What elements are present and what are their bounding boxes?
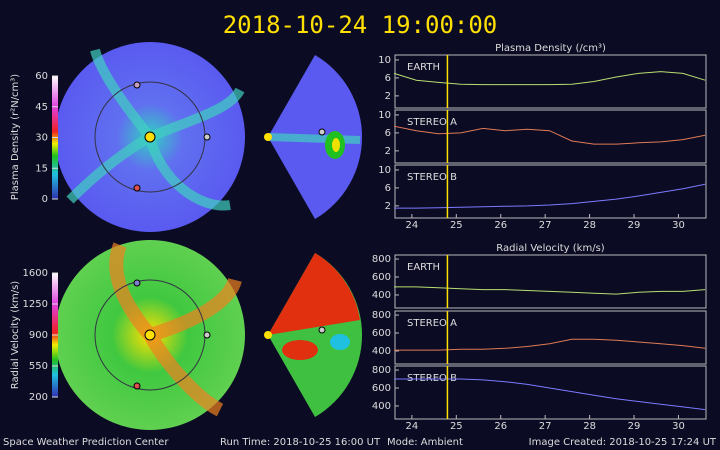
panel-frame xyxy=(394,109,707,164)
data-line xyxy=(394,338,706,351)
colorbar-tick-label: 200 xyxy=(29,392,48,403)
colorbar-tick-label: 0 xyxy=(42,194,48,205)
x-tick-label: 27 xyxy=(539,220,552,231)
x-tick-label: 25 xyxy=(450,421,463,432)
density-disk xyxy=(55,42,363,232)
y-tick-label: 600 xyxy=(372,272,391,283)
colorbar-label: Radial Velocity (km/s) xyxy=(10,281,21,389)
data-line xyxy=(393,71,706,86)
data-line xyxy=(394,378,706,411)
title: 2018-10-24 19:00:00 xyxy=(223,11,498,39)
y-tick-label: 10 xyxy=(378,55,391,66)
y-tick-label: 10 xyxy=(378,110,391,121)
colorbar-tick-label: 15 xyxy=(35,163,48,174)
colorbar-tick-label: 45 xyxy=(35,102,48,113)
y-tick-label: 800 xyxy=(372,310,391,321)
colorbar-tick-label: 1600 xyxy=(23,268,48,279)
y-tick-label: 2 xyxy=(385,146,391,157)
panel-title: Plasma Density (/cm³) xyxy=(495,43,606,54)
colorbar-tick-label: 60 xyxy=(35,71,48,82)
panel-frame xyxy=(394,254,707,309)
data-line xyxy=(394,183,706,209)
x-tick-label: 26 xyxy=(494,421,507,432)
x-tick-label: 25 xyxy=(450,220,463,231)
panel-title: Radial Velocity (km/s) xyxy=(496,243,604,254)
y-tick-label: 2 xyxy=(385,91,391,102)
y-tick-label: 600 xyxy=(372,328,391,339)
x-tick-label: 27 xyxy=(539,421,552,432)
data-line xyxy=(394,286,706,295)
y-tick-label: 400 xyxy=(372,290,391,301)
panel-label: EARTH xyxy=(407,262,440,273)
x-tick-label: 29 xyxy=(628,421,641,432)
panel-frame xyxy=(394,164,707,219)
x-tick-label: 26 xyxy=(494,220,507,231)
panel-frame xyxy=(394,365,707,420)
panel-label: EARTH xyxy=(407,62,440,73)
x-tick-label: 28 xyxy=(583,421,596,432)
x-tick-label: 24 xyxy=(406,421,419,432)
footer-text: Run Time: 2018-10-25 16:00 UT xyxy=(220,437,381,448)
x-tick-label: 30 xyxy=(672,220,685,231)
colorbar-tick-label: 30 xyxy=(35,133,48,144)
y-tick-label: 6 xyxy=(385,128,391,139)
y-tick-label: 800 xyxy=(372,254,391,265)
footer-text: Space Weather Prediction Center xyxy=(3,437,169,448)
colorbar-label: Plasma Density (r²N/cm³) xyxy=(10,74,21,201)
panel-label: STEREO A xyxy=(407,117,457,128)
x-tick-label: 24 xyxy=(406,220,419,231)
y-tick-label: 2 xyxy=(385,201,391,212)
y-tick-label: 400 xyxy=(372,346,391,357)
panel-label: STEREO B xyxy=(407,172,457,183)
x-tick-label: 28 xyxy=(583,220,596,231)
panel-label: STEREO A xyxy=(407,318,457,329)
x-tick-label: 29 xyxy=(628,220,641,231)
velocity-disk xyxy=(55,240,363,430)
y-tick-label: 6 xyxy=(385,183,391,194)
y-tick-label: 800 xyxy=(372,365,391,376)
data-line xyxy=(394,125,706,145)
colorbar-tick-label: 900 xyxy=(29,330,48,341)
panel-frame xyxy=(394,310,707,365)
y-tick-label: 400 xyxy=(372,401,391,412)
colorbar-tick-label: 1250 xyxy=(23,299,48,310)
footer-text: Image Created: 2018-10-25 17:24 UT xyxy=(529,437,717,448)
y-tick-label: 6 xyxy=(385,73,391,84)
panel-frame xyxy=(394,54,707,109)
footer-text: Mode: Ambient xyxy=(387,437,463,448)
colorbar-tick-label: 550 xyxy=(29,361,48,372)
x-tick-label: 30 xyxy=(672,421,685,432)
y-tick-label: 10 xyxy=(378,165,391,176)
y-tick-label: 600 xyxy=(372,383,391,394)
